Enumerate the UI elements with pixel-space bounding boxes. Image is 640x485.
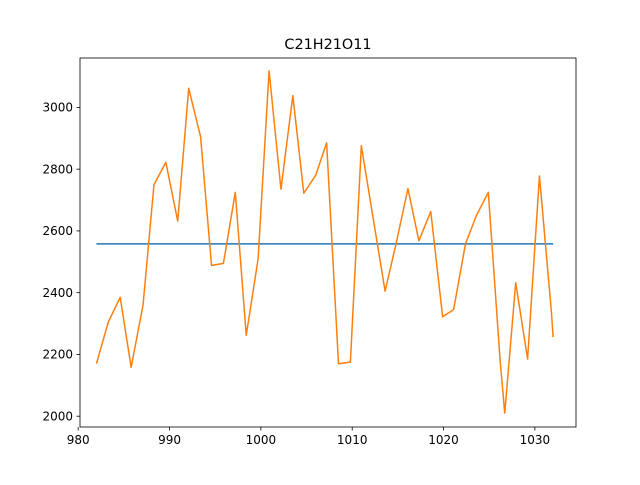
series-line-values	[95, 70, 554, 414]
y-tick-label: 2200	[42, 348, 73, 362]
x-tick-label: 980	[67, 433, 90, 447]
x-tick-label: 1000	[246, 433, 277, 447]
y-tick-label: 2600	[42, 224, 73, 238]
x-axis: 980 990 1000 1010 1020 1030	[67, 427, 550, 447]
x-tick-label: 990	[158, 433, 181, 447]
x-tick-label: 1030	[520, 433, 551, 447]
plot-frame	[79, 57, 577, 428]
chart-title: C21H21O11	[284, 37, 371, 53]
y-axis: 2000 2200 2400 2600 2800 3000	[42, 101, 80, 423]
x-tick-label: 1010	[337, 433, 368, 447]
plot-series	[95, 70, 554, 414]
x-tick-label: 1020	[428, 433, 459, 447]
y-tick-label: 3000	[42, 101, 73, 115]
y-tick-label: 2000	[42, 409, 73, 423]
y-tick-label: 2400	[42, 286, 73, 300]
y-tick-label: 2800	[42, 162, 73, 176]
